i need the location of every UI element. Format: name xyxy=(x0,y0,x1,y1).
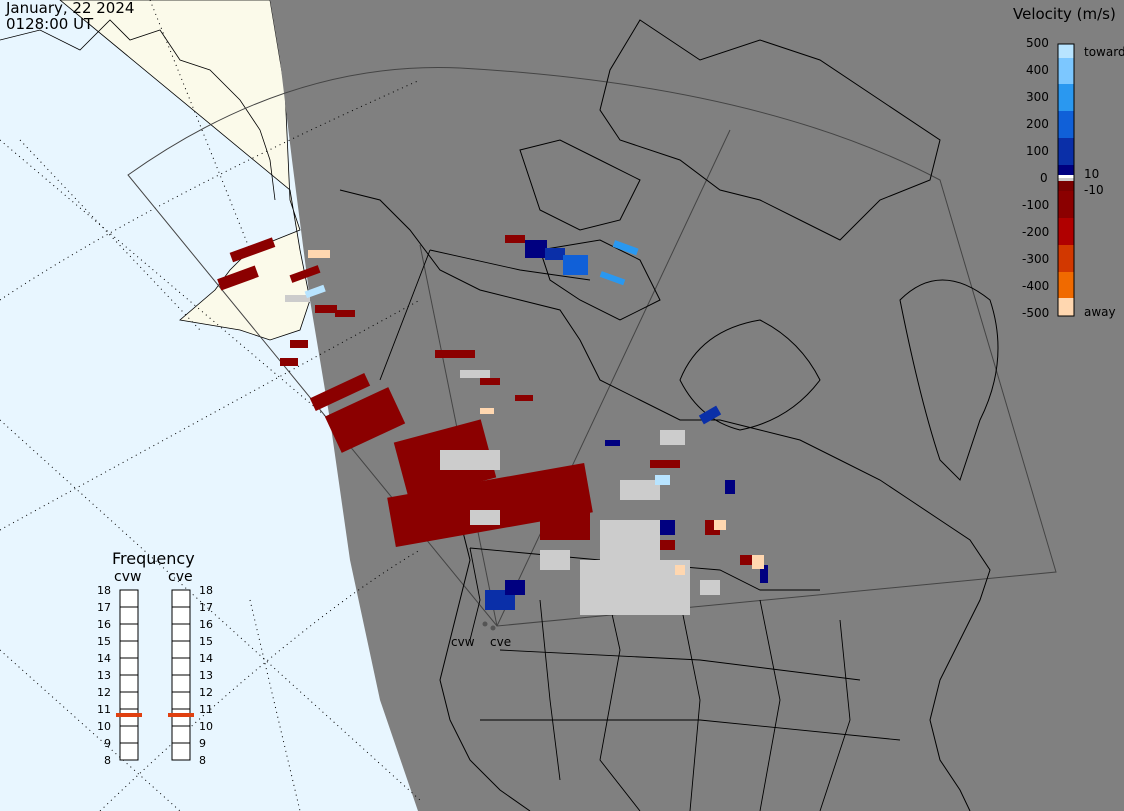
velocity-cells-no-scatter xyxy=(285,295,720,615)
freq-level-right: 17 xyxy=(199,601,213,614)
velocity-tick: 300 xyxy=(1026,90,1049,104)
velocity-tick: -300 xyxy=(1022,252,1050,266)
freq-level-right: 9 xyxy=(199,737,206,750)
velocity-tick: -100 xyxy=(1022,198,1050,212)
frequency-title: Frequency xyxy=(112,549,195,568)
freq-level-left: 12 xyxy=(97,686,111,699)
velocity-colorbar xyxy=(1057,43,1075,317)
velocity-cells-away-light xyxy=(308,250,764,575)
alaska-coast-top xyxy=(0,19,276,201)
velocity-toward-label: toward xyxy=(1084,45,1124,59)
freq-level-right: 13 xyxy=(199,669,213,682)
velocity-tick: 100 xyxy=(1026,144,1049,158)
freq-level-right: 14 xyxy=(199,652,213,665)
freq-marker-cvw xyxy=(116,713,142,717)
velocity-cells-toward xyxy=(304,240,768,610)
coastlines xyxy=(339,19,999,811)
freq-panel-cvw xyxy=(119,589,139,761)
freq-level-left: 10 xyxy=(97,720,111,733)
velocity-away-label: away xyxy=(1084,305,1116,319)
freq-level-right: 15 xyxy=(199,635,213,648)
freq-level-right: 18 xyxy=(199,584,213,597)
graticule xyxy=(0,0,421,811)
velocity-tick: 500 xyxy=(1026,36,1049,50)
velocity-tick: 0 xyxy=(1040,171,1048,185)
freq-marker-cve xyxy=(168,713,194,717)
freq-level-left: 15 xyxy=(97,635,111,648)
freq-level-left: 11 xyxy=(97,703,111,716)
freq-level-right: 8 xyxy=(199,754,206,767)
date-label: January, 22 2024 xyxy=(6,0,135,17)
freq-level-left: 18 xyxy=(97,584,111,597)
freq-level-right: 10 xyxy=(199,720,213,733)
site-label-cve: cve xyxy=(490,635,512,649)
freq-level-right: 12 xyxy=(199,686,213,699)
freq-level-left: 17 xyxy=(97,601,111,614)
freq-level-right: 16 xyxy=(199,618,213,631)
velocity-tick: 400 xyxy=(1026,63,1049,77)
freq-radar-name-cvw: cvw xyxy=(114,569,142,585)
velocity-tick: -500 xyxy=(1022,306,1050,320)
freq-level-left: 8 xyxy=(104,754,111,767)
velocity-scale-title: Velocity (m/s) xyxy=(1013,5,1116,23)
freq-radar-name-cve: cve xyxy=(168,569,193,585)
boundaries xyxy=(379,249,901,811)
time-label: 0128:00 UT xyxy=(6,15,94,33)
velocity-tick: 200 xyxy=(1026,117,1049,131)
site-label-cvw: cvw xyxy=(451,635,475,649)
velocity-near-zero-neg: -10 xyxy=(1084,183,1104,197)
freq-level-left: 14 xyxy=(97,652,111,665)
velocity-near-zero-pos: 10 xyxy=(1084,167,1100,181)
freq-panel-cve xyxy=(171,589,191,761)
velocity-tick: -400 xyxy=(1022,279,1050,293)
freq-level-right: 11 xyxy=(199,703,213,716)
freq-level-left: 9 xyxy=(104,737,111,750)
velocity-tick: -200 xyxy=(1022,225,1050,239)
site-cve-marker xyxy=(490,625,496,631)
freq-level-left: 13 xyxy=(97,669,111,682)
site-cvw-marker xyxy=(482,621,488,627)
freq-level-left: 16 xyxy=(97,618,111,631)
